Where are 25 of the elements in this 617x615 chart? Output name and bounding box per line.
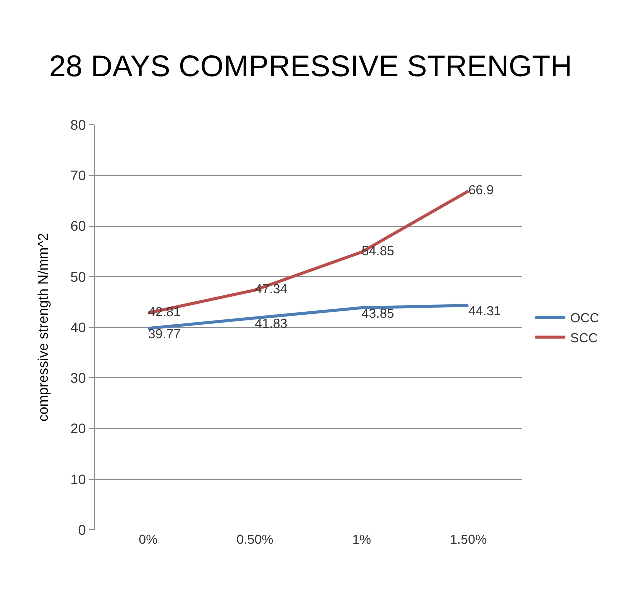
y-tick-label: 30 (70, 370, 86, 386)
x-tick-label: 1.50% (450, 532, 488, 547)
data-label: 54.85 (362, 244, 394, 259)
data-label: 43.85 (362, 306, 394, 321)
x-tick-label: 0.50% (236, 532, 274, 547)
y-tick-label: 20 (70, 420, 86, 437)
data-label: 41.83 (255, 316, 288, 331)
y-tick-label: 40 (70, 319, 86, 336)
y-tick-label: 10 (70, 471, 86, 488)
y-tick-label: 0 (78, 522, 86, 538)
y-axis-title: compressive strength N/mm^2 (35, 232, 52, 422)
legend-label: OCC (570, 310, 600, 326)
data-label: 47.34 (255, 282, 288, 297)
data-label: 39.77 (148, 326, 181, 342)
legend-label: SCC (570, 330, 598, 346)
y-tick-label: 80 (70, 116, 86, 133)
y-tick-label: 70 (70, 168, 86, 184)
line-series (146, 304, 470, 330)
data-label: 66.9 (468, 182, 494, 198)
x-tick-label: 0% (138, 532, 158, 547)
y-tick-label: 50 (70, 268, 86, 285)
x-tick-label: 1% (352, 532, 372, 547)
data-label: 44.31 (468, 303, 502, 318)
chart-title: 28 DAYS COMPRESSIVE STRENGTH (49, 50, 572, 84)
y-tick-label: 60 (70, 218, 86, 234)
